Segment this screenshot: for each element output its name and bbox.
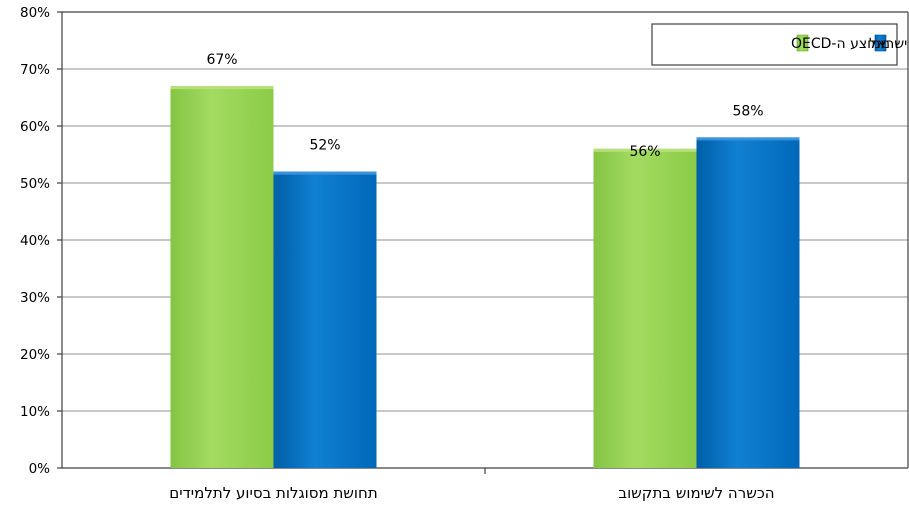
legend-swatch-oecd <box>796 34 809 52</box>
y-tick-label: 60% <box>20 119 50 135</box>
y-tick-label: 70% <box>20 62 50 78</box>
y-tick-label: 30% <box>20 290 50 306</box>
data-label: 67% <box>206 52 237 68</box>
y-tick-label: 80% <box>20 5 50 21</box>
bar <box>593 148 697 469</box>
bar-top-edge <box>170 86 274 90</box>
data-label: 56% <box>629 144 660 160</box>
bar <box>696 137 800 468</box>
bar-top-edge <box>593 148 697 152</box>
x-category-label: תחושת מסוגלות בסיוע לתלמידים <box>169 484 377 502</box>
x-category-label: הכשרה לשימוש בתקשוב <box>618 484 774 502</box>
bar <box>170 86 274 468</box>
y-tick-label: 0% <box>29 461 51 477</box>
legend-label-israel: ישראל <box>869 36 907 52</box>
legend-label-oecd: ממוצע ה-OECD <box>791 36 890 52</box>
y-tick-label: 20% <box>20 347 50 363</box>
y-tick-label: 10% <box>20 404 50 420</box>
data-label: 52% <box>309 138 340 154</box>
y-tick-label: 40% <box>20 233 50 249</box>
bar-top-edge <box>273 171 377 175</box>
bar <box>273 171 377 468</box>
bar-top-edge <box>696 137 800 141</box>
legend-box <box>651 23 898 66</box>
bars <box>170 86 800 469</box>
axes: 0% 10% 20% 30% 40% 50% 60% 70% 80% תחושת מסוגלות … <box>20 5 909 502</box>
y-tick-label: 50% <box>20 176 50 192</box>
data-labels: 67% 52% 56% 58% <box>206 52 763 160</box>
data-label: 58% <box>732 103 763 119</box>
legend-swatch-israel <box>874 34 887 52</box>
